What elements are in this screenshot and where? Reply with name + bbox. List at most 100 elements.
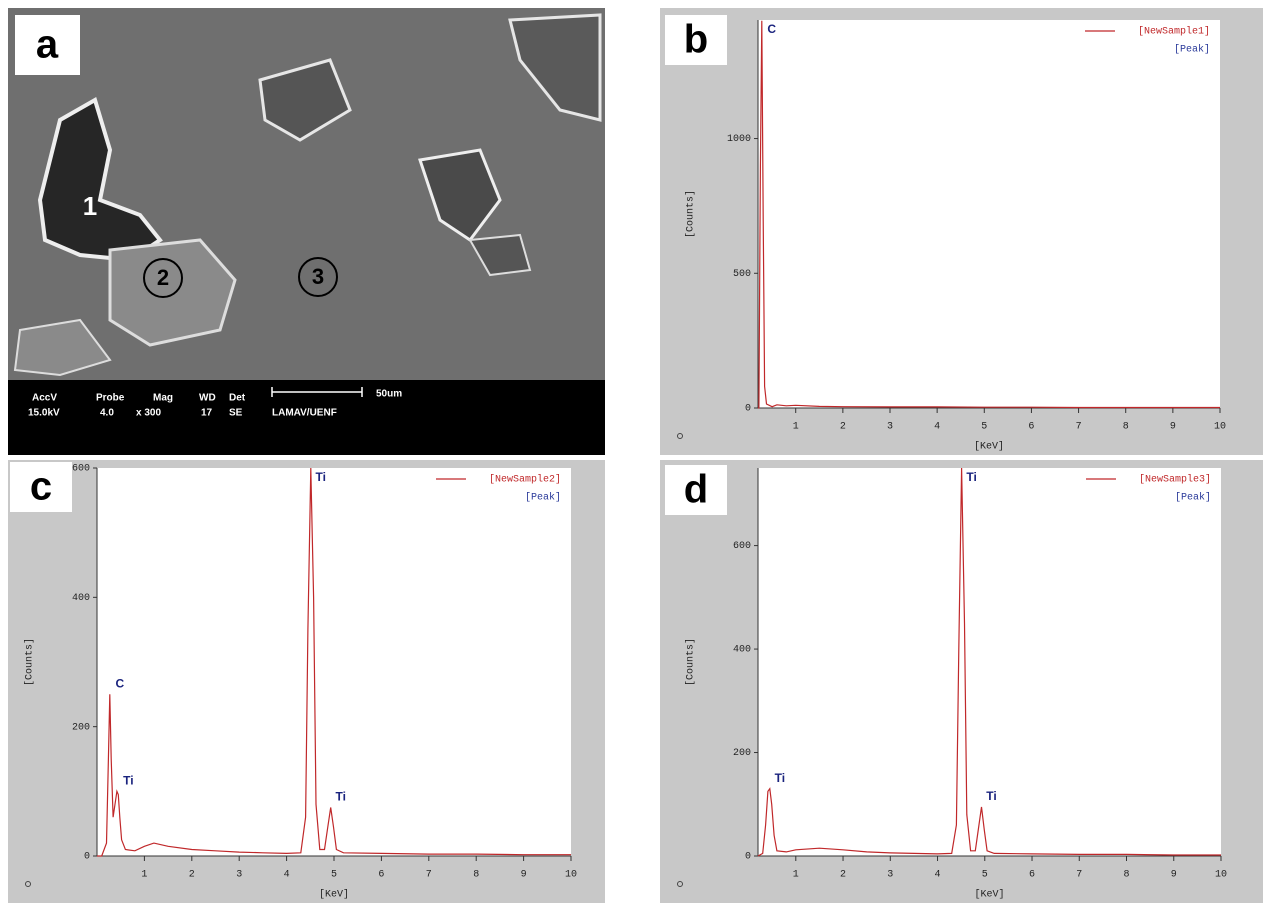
corner-dot [677,881,683,887]
peak-label: Ti [123,774,133,788]
panel-label-box [665,15,727,65]
x-tick-label: 10 [1215,870,1227,881]
y-tick-label: 600 [733,541,751,552]
y-tick-label: 600 [72,464,90,475]
rough-region [108,238,237,347]
legend-note: [Peak] [525,492,561,504]
peak-label: Ti [966,470,976,484]
y-tick-label: 500 [733,269,751,280]
x-tick-label: 6 [378,870,384,881]
panel-label-box [15,15,80,75]
x-tick-label: 4 [284,870,290,881]
region-label: 3 [312,264,324,289]
panel-label: c [30,465,52,509]
y-tick-label: 400 [72,593,90,604]
spectrum-line [97,467,571,857]
x-tick-label: 3 [236,870,242,881]
x-tick-label: 3 [887,870,893,881]
x-tick-label: 3 [887,422,893,433]
region-label: 2 [157,265,169,290]
info-header: Probe [96,393,125,404]
info-value: 4.0 [100,408,114,419]
x-axis-label: [KeV] [974,441,1004,453]
plot-area [758,468,1221,856]
panel-label: a [36,23,59,67]
x-tick-label: 9 [1170,422,1176,433]
pore [418,148,502,243]
pore [508,13,602,122]
peak-label: Ti [775,771,785,785]
x-tick-label: 7 [1076,422,1082,433]
x-tick-label: 7 [1076,870,1082,881]
x-tick-label: 6 [1028,422,1034,433]
x-tick-label: 1 [793,422,799,433]
peak-label: Ti [986,789,996,803]
y-axis-label: [Counts] [24,638,36,686]
y-tick-label: 200 [733,748,751,759]
info-value: x 300 [136,408,161,419]
y-tick-label: 200 [72,722,90,733]
plot-area [758,20,1220,408]
panel-label-box [10,462,72,512]
x-tick-label: 4 [934,422,940,433]
x-tick-label: 7 [426,870,432,881]
y-tick-label: 0 [745,404,751,415]
x-tick-label: 5 [981,422,987,433]
region-circle [298,257,338,297]
info-header: AccV [32,393,57,404]
panel-label: b [684,18,708,62]
info-header: Det [229,393,246,404]
region-circle [143,258,183,298]
x-tick-label: 5 [982,870,988,881]
info-header: Mag [153,393,173,404]
rough-region [13,318,112,377]
lab-label: LAMAV/UENF [272,408,337,419]
panel-label: d [684,468,708,512]
pore [468,233,532,277]
scale-bar [271,387,363,397]
pore [37,97,163,263]
x-tick-label: 2 [840,870,846,881]
spectrum-line [758,20,1220,409]
y-tick-label: 400 [733,645,751,656]
corner-dot [25,881,31,887]
x-tick-label: 8 [1123,422,1129,433]
x-tick-label: 9 [1171,870,1177,881]
legend-label: [NewSample1] [1138,26,1210,38]
legend-note: [Peak] [1174,44,1210,56]
scale-label: 50um [376,389,402,400]
sem-image: a 1 2 3 AccV Probe Mag WD Det 15.0kV 4.0… [8,8,605,455]
y-tick-label: 0 [745,852,751,863]
x-tick-label: 8 [473,870,479,881]
peak-label: C [115,677,124,691]
legend-note: [Peak] [1175,492,1211,504]
x-tick-label: 10 [1214,422,1226,433]
spectrum-line [757,467,1221,857]
x-tick-label: 1 [793,870,799,881]
legend-label: [NewSample2] [489,474,561,486]
x-axis-label: [KeV] [974,889,1004,901]
x-tick-label: 6 [1029,870,1035,881]
legend-label: [NewSample3] [1139,474,1211,486]
y-tick-label: 0 [84,852,90,863]
info-value: 17 [201,408,213,419]
x-tick-label: 8 [1124,870,1130,881]
panel-label-box [665,465,727,515]
x-tick-label: 4 [935,870,941,881]
x-tick-label: 1 [141,870,147,881]
x-axis-label: [KeV] [319,889,349,901]
x-tick-label: 9 [521,870,527,881]
x-tick-label: 5 [331,870,337,881]
y-axis-label: [Counts] [685,638,697,686]
x-tick-label: 2 [840,422,846,433]
info-header: WD [199,393,216,404]
x-tick-label: 2 [189,870,195,881]
peak-label: C [767,22,776,36]
y-axis-label: [Counts] [685,190,697,238]
pore [258,58,352,142]
region-label: 1 [83,191,97,221]
info-value: 15.0kV [28,408,60,419]
y-tick-label: 1000 [727,134,751,145]
info-value: SE [229,408,243,419]
